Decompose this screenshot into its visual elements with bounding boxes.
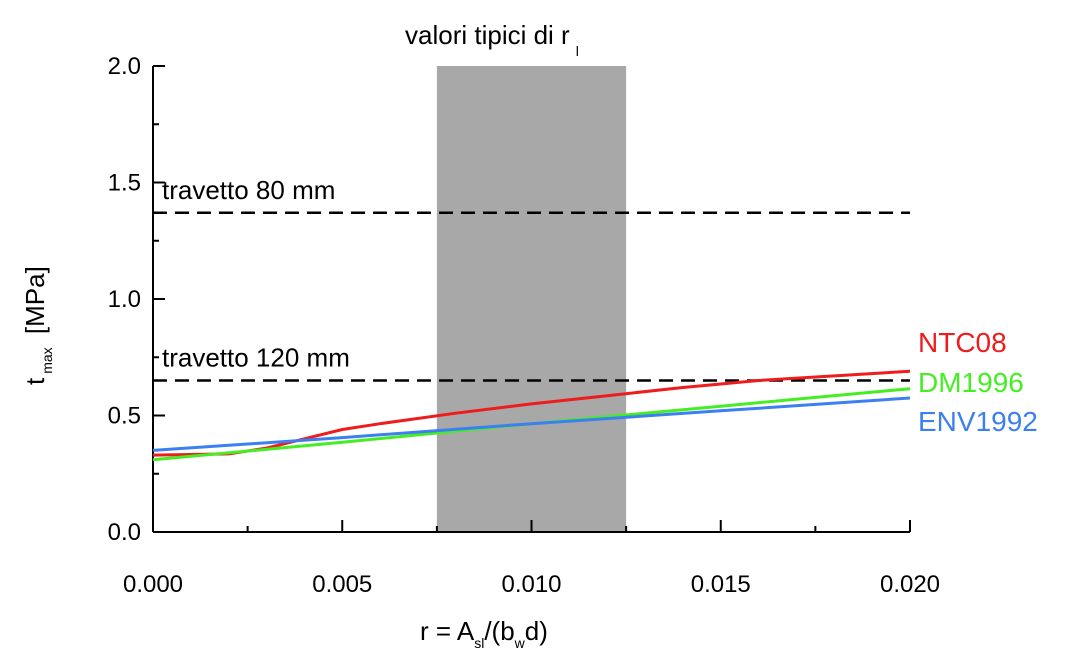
x-tick-label: 0.005 xyxy=(312,571,372,598)
x-axis-label: r = Asl/(bwd) xyxy=(420,616,548,648)
reference-line-label: travetto 80 mm xyxy=(162,175,335,205)
reference-line-label: travetto 120 mm xyxy=(162,343,350,373)
x-tick-label: 0.020 xyxy=(880,571,940,598)
chart-title: valori tipici di rl xyxy=(405,20,579,59)
y-tick-label: 1.0 xyxy=(108,286,141,313)
y-tick-label: 0.5 xyxy=(108,403,141,430)
x-tick-label: 0.000 xyxy=(123,571,183,598)
y-axis-label: tmax [MPa] xyxy=(20,266,55,385)
legend-label-env1992: ENV1992 xyxy=(918,406,1038,437)
series-line-env1992 xyxy=(152,396,911,452)
x-tick-label: 0.010 xyxy=(501,571,561,598)
x-tick-label: 0.015 xyxy=(691,571,751,598)
shaded-band xyxy=(436,66,627,532)
y-tick-label: 0.0 xyxy=(108,519,141,546)
legend-label-ntc08: NTC08 xyxy=(918,327,1007,358)
y-tick-label: 1.5 xyxy=(108,170,141,197)
y-tick-label: 2.0 xyxy=(108,53,141,80)
legend-label-dm1996: DM1996 xyxy=(918,367,1024,398)
